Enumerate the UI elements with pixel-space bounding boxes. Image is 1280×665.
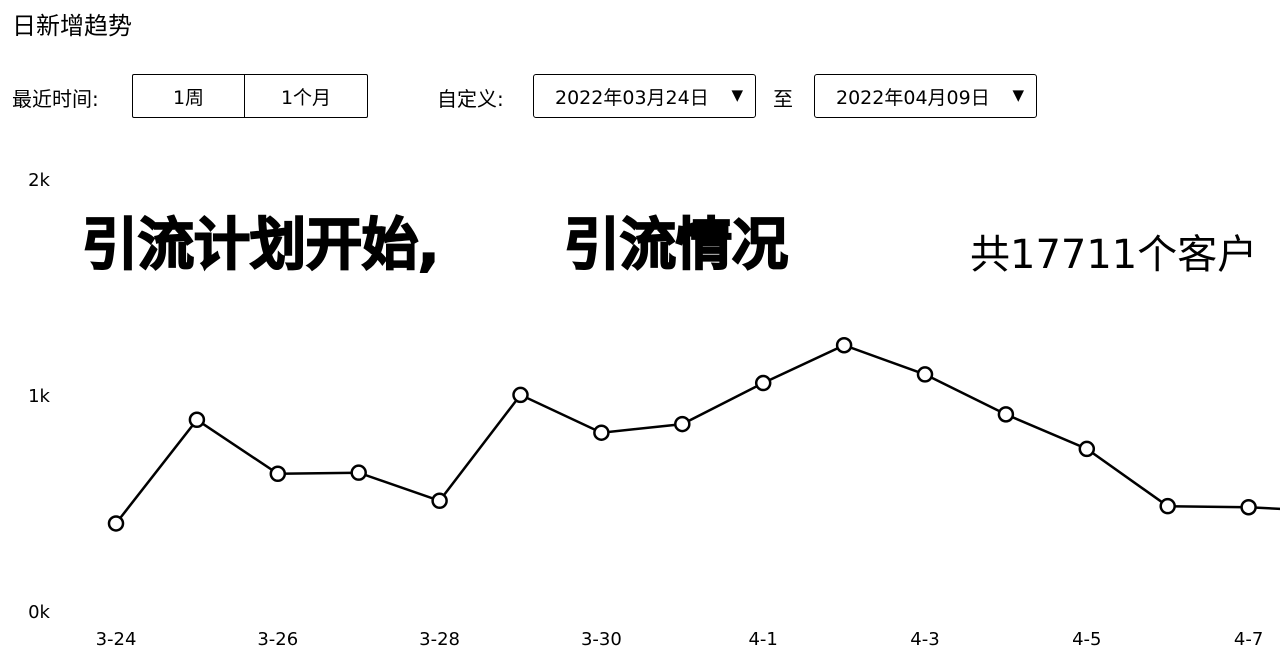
to-label: 至 — [773, 87, 793, 111]
data-point[interactable] — [835, 336, 853, 354]
x-tick-label: 4-1 — [748, 629, 777, 650]
data-point[interactable] — [512, 386, 529, 404]
recent-time-label: 最近时间: — [12, 87, 99, 111]
data-point[interactable] — [107, 515, 125, 532]
data-point[interactable] — [350, 464, 367, 481]
data-point[interactable] — [916, 366, 934, 383]
chevron-down-icon: ▼ — [1012, 86, 1024, 104]
one-week-button[interactable]: 1周 — [133, 75, 245, 117]
series-line — [115, 343, 1280, 525]
data-point[interactable] — [431, 492, 448, 510]
overlay-caption-left: 引流计划开始, — [81, 212, 440, 279]
x-tick-label: 4-3 — [910, 629, 939, 650]
x-tick-label: 4-5 — [1072, 629, 1101, 650]
custom-range-label: 自定义: — [437, 87, 504, 111]
x-tick-label: 3-30 — [581, 629, 622, 650]
y-tick-label: 2k — [28, 170, 50, 191]
x-tick-label: 4-7 — [1234, 629, 1263, 650]
end-date-value: 2022年04月09日 — [836, 86, 990, 109]
data-point[interactable] — [1159, 497, 1176, 515]
page-title: 日新增趋势 — [12, 12, 132, 40]
data-point[interactable] — [674, 415, 691, 433]
x-tick-label: 3-24 — [96, 629, 137, 650]
end-date-select[interactable]: 2022年04月09日 ▼ — [814, 74, 1037, 118]
one-month-button[interactable]: 1个月 — [280, 86, 332, 109]
x-tick-label: 3-28 — [419, 629, 460, 650]
data-point[interactable] — [997, 406, 1015, 423]
start-date-select[interactable]: 2022年03月24日 ▼ — [533, 74, 756, 118]
overlay-caption-middle: 引流情况 — [563, 212, 789, 279]
data-point[interactable] — [269, 465, 287, 483]
data-point[interactable] — [1078, 440, 1096, 458]
data-point[interactable] — [593, 424, 610, 441]
customer-total-caption: 共17711个客户 — [970, 232, 1258, 278]
start-date-value: 2022年03月24日 — [555, 86, 709, 109]
data-point[interactable] — [754, 374, 772, 392]
y-tick-label: 1k — [28, 386, 50, 407]
data-point[interactable] — [1240, 498, 1257, 516]
y-tick-label: 0k — [28, 602, 50, 623]
x-tick-label: 3-26 — [257, 629, 298, 650]
data-point[interactable] — [188, 411, 206, 429]
chevron-down-icon: ▼ — [731, 86, 743, 104]
time-range-toggle: 1周 1个月 — [132, 74, 368, 118]
